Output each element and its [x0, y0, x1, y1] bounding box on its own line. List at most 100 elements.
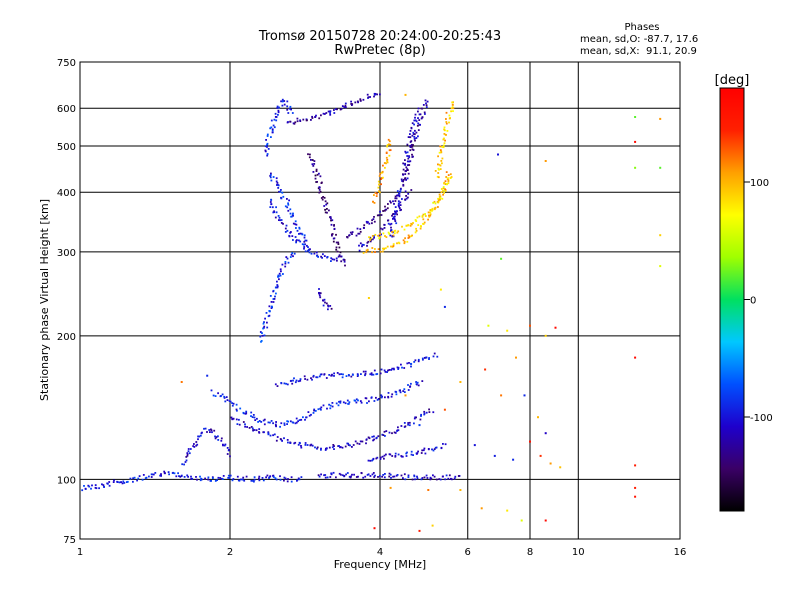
trace-point: [390, 201, 392, 204]
trace-point: [297, 443, 300, 446]
trace-point: [371, 251, 373, 254]
trace-point: [244, 423, 246, 426]
trace-point: [421, 449, 424, 452]
trace-point: [351, 231, 354, 233]
trace-point: [261, 477, 264, 479]
trace-point: [384, 209, 386, 212]
trace-point: [286, 206, 289, 209]
trace-point: [382, 247, 384, 250]
trace-point: [251, 416, 254, 418]
trace-point: [401, 225, 403, 228]
trace-point: [375, 436, 378, 439]
trace-point: [329, 407, 332, 410]
trace-point: [443, 192, 445, 194]
trace-point: [422, 358, 424, 361]
trace-point: [408, 160, 411, 163]
trace-point: [269, 127, 272, 130]
trace-point: [447, 477, 450, 480]
trace-point: [282, 222, 284, 225]
trace-point: [259, 331, 262, 333]
trace-point: [152, 473, 155, 476]
trace-point: [273, 211, 276, 213]
trace-point: [221, 478, 224, 480]
trace-point: [412, 149, 415, 151]
trace-point: [229, 400, 232, 403]
trace-point: [444, 478, 447, 481]
trace-point: [311, 117, 314, 119]
trace-point: [419, 418, 422, 421]
trace-point: [417, 107, 420, 110]
trace-point: [398, 205, 400, 208]
trace-point: [359, 99, 362, 102]
trace-point: [440, 191, 443, 193]
trace-point: [401, 198, 403, 200]
trace-point: [433, 475, 436, 478]
trace-point: [276, 286, 279, 289]
trace-point: [238, 479, 241, 482]
trace-point: [327, 305, 330, 308]
trace-point: [314, 446, 316, 449]
trace-point: [273, 118, 276, 121]
trace-point: [384, 205, 386, 208]
trace-point: [285, 224, 288, 227]
trace-point: [425, 356, 428, 359]
trace-point: [241, 478, 244, 481]
trace-point: [335, 241, 338, 244]
trace-point: [394, 390, 397, 393]
trace-point: [318, 189, 321, 191]
trace-point: [278, 278, 280, 281]
scatter-point: [634, 356, 637, 359]
trace-point: [190, 475, 192, 478]
trace-point: [197, 435, 199, 438]
y-tick-label: 100: [57, 475, 76, 486]
trace-point: [402, 477, 404, 479]
trace-point: [266, 153, 269, 155]
trace-point: [337, 241, 340, 244]
trace-point: [389, 234, 392, 237]
trace-point: [394, 195, 397, 198]
trace-point: [239, 407, 242, 410]
trace-point: [231, 479, 234, 482]
trace-point: [299, 378, 302, 380]
trace-point: [351, 473, 353, 476]
trace-point: [289, 380, 292, 382]
trace-point: [275, 424, 277, 427]
trace-point: [217, 392, 219, 395]
trace-point: [387, 231, 390, 234]
trace-point: [437, 172, 440, 174]
trace-point: [286, 105, 289, 108]
trace-point: [280, 270, 282, 273]
trace-point: [313, 409, 315, 412]
trace-point: [421, 116, 424, 119]
trace-point: [83, 485, 85, 487]
trace-point: [283, 479, 285, 482]
trace-point: [408, 362, 410, 364]
trace-point: [398, 192, 400, 195]
trace-point: [399, 201, 402, 204]
trace-point: [370, 237, 373, 240]
trace-point: [345, 375, 348, 377]
trace-point: [365, 442, 367, 445]
trace-point: [426, 477, 429, 479]
trace-point: [303, 234, 306, 237]
trace-point: [266, 133, 269, 136]
trace-point: [272, 422, 274, 425]
trace-point: [347, 442, 350, 445]
trace-point: [274, 295, 276, 298]
trace-point: [376, 214, 379, 217]
trace-point: [416, 216, 419, 219]
trace-point: [381, 475, 383, 478]
trace-point: [335, 248, 338, 251]
trace-point: [435, 478, 438, 481]
trace-point: [421, 380, 424, 382]
trace-point: [331, 258, 334, 261]
trace-point: [217, 435, 219, 438]
trace-point: [437, 155, 439, 158]
trace-point: [306, 244, 308, 247]
trace-point: [381, 228, 384, 231]
trace-point: [366, 402, 368, 404]
trace-point: [281, 191, 284, 194]
trace-point: [220, 395, 222, 397]
trace-point: [352, 444, 355, 446]
scatter-point: [493, 454, 496, 457]
